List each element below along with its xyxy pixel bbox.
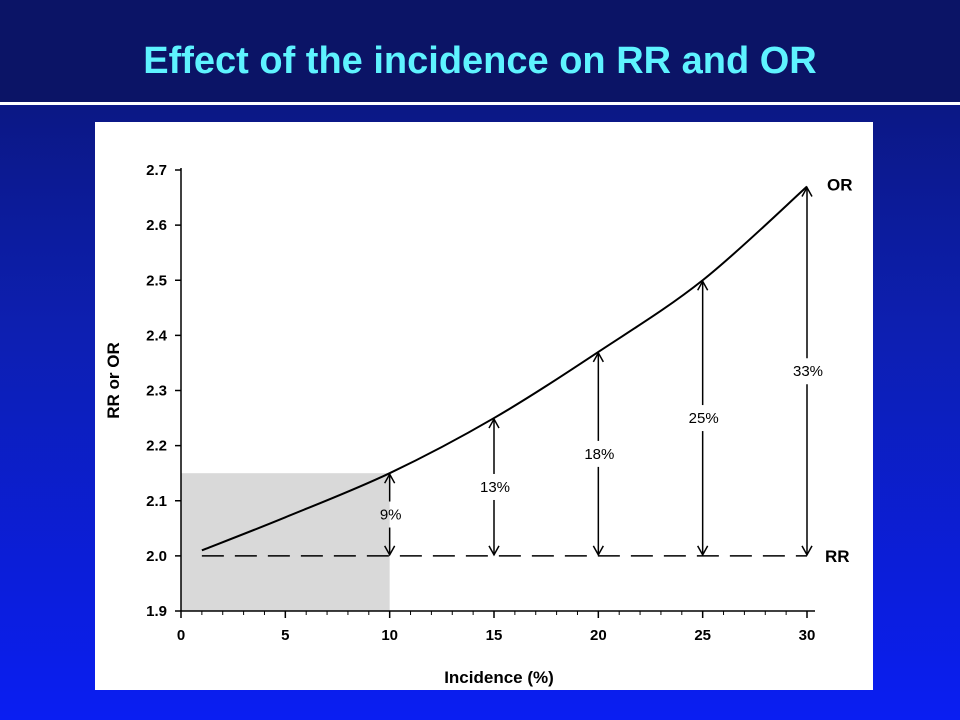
- y-tick-label: 2.2: [146, 438, 167, 455]
- annotation-label: 9%: [380, 507, 402, 524]
- y-tick-label: 2.5: [146, 272, 167, 289]
- annotation-arrowhead-down: [592, 545, 604, 557]
- chart: 1.9 2.0 2.1 2.2 2.3 2.4 2.5 2.6 2.7 0 5 10 15 20 25 30 I…: [104, 162, 853, 687]
- annotation-arrowhead-down: [697, 545, 709, 557]
- annotation-label: 33%: [793, 363, 823, 380]
- annotation-arrowhead-up: [488, 417, 500, 429]
- x-tick-label: 30: [799, 627, 816, 644]
- title-bar: Effect of the incidence on RR and OR: [0, 0, 960, 103]
- y-axis-title: RR or OR: [104, 342, 123, 419]
- title-divider: [0, 102, 960, 105]
- annotation-arrowhead-up: [697, 279, 709, 291]
- page-title: Effect of the incidence on RR and OR: [143, 40, 817, 82]
- annotation-arrowhead-down: [801, 545, 813, 557]
- y-tick-label: 2.4: [146, 327, 168, 344]
- series-label-or: OR: [827, 176, 853, 195]
- y-tick-label: 1.9: [146, 603, 167, 620]
- y-tick-label: 2.7: [146, 162, 167, 179]
- y-tick-label: 2.0: [146, 548, 167, 565]
- y-tick-label: 2.6: [146, 217, 167, 234]
- x-tick-label: 15: [486, 627, 503, 644]
- series-label-rr: RR: [825, 547, 850, 566]
- annotation-label: 18%: [584, 446, 614, 463]
- x-tick-label: 10: [381, 627, 398, 644]
- annotation-label: 13%: [480, 479, 510, 496]
- x-tick-label: 20: [590, 627, 607, 644]
- chart-panel: 1.9 2.0 2.1 2.2 2.3 2.4 2.5 2.6 2.7 0 5 10 15 20 25 30 I…: [95, 122, 873, 690]
- annotation-arrowhead-up: [384, 472, 396, 484]
- annotation-label: 25%: [689, 410, 719, 427]
- y-tick-label: 2.3: [146, 383, 167, 400]
- x-tick-label: 25: [694, 627, 711, 644]
- annotation-arrowhead-up: [801, 185, 813, 197]
- y-tick-label: 2.1: [146, 493, 167, 510]
- x-axis-title: Incidence (%): [444, 668, 554, 687]
- x-tick-label: 0: [177, 627, 185, 644]
- x-tick-label: 5: [281, 627, 289, 644]
- annotation-arrowhead-down: [384, 545, 396, 557]
- shaded-region: [181, 473, 390, 611]
- annotation-arrowhead-down: [488, 545, 500, 557]
- annotation-arrowhead-up: [592, 351, 604, 363]
